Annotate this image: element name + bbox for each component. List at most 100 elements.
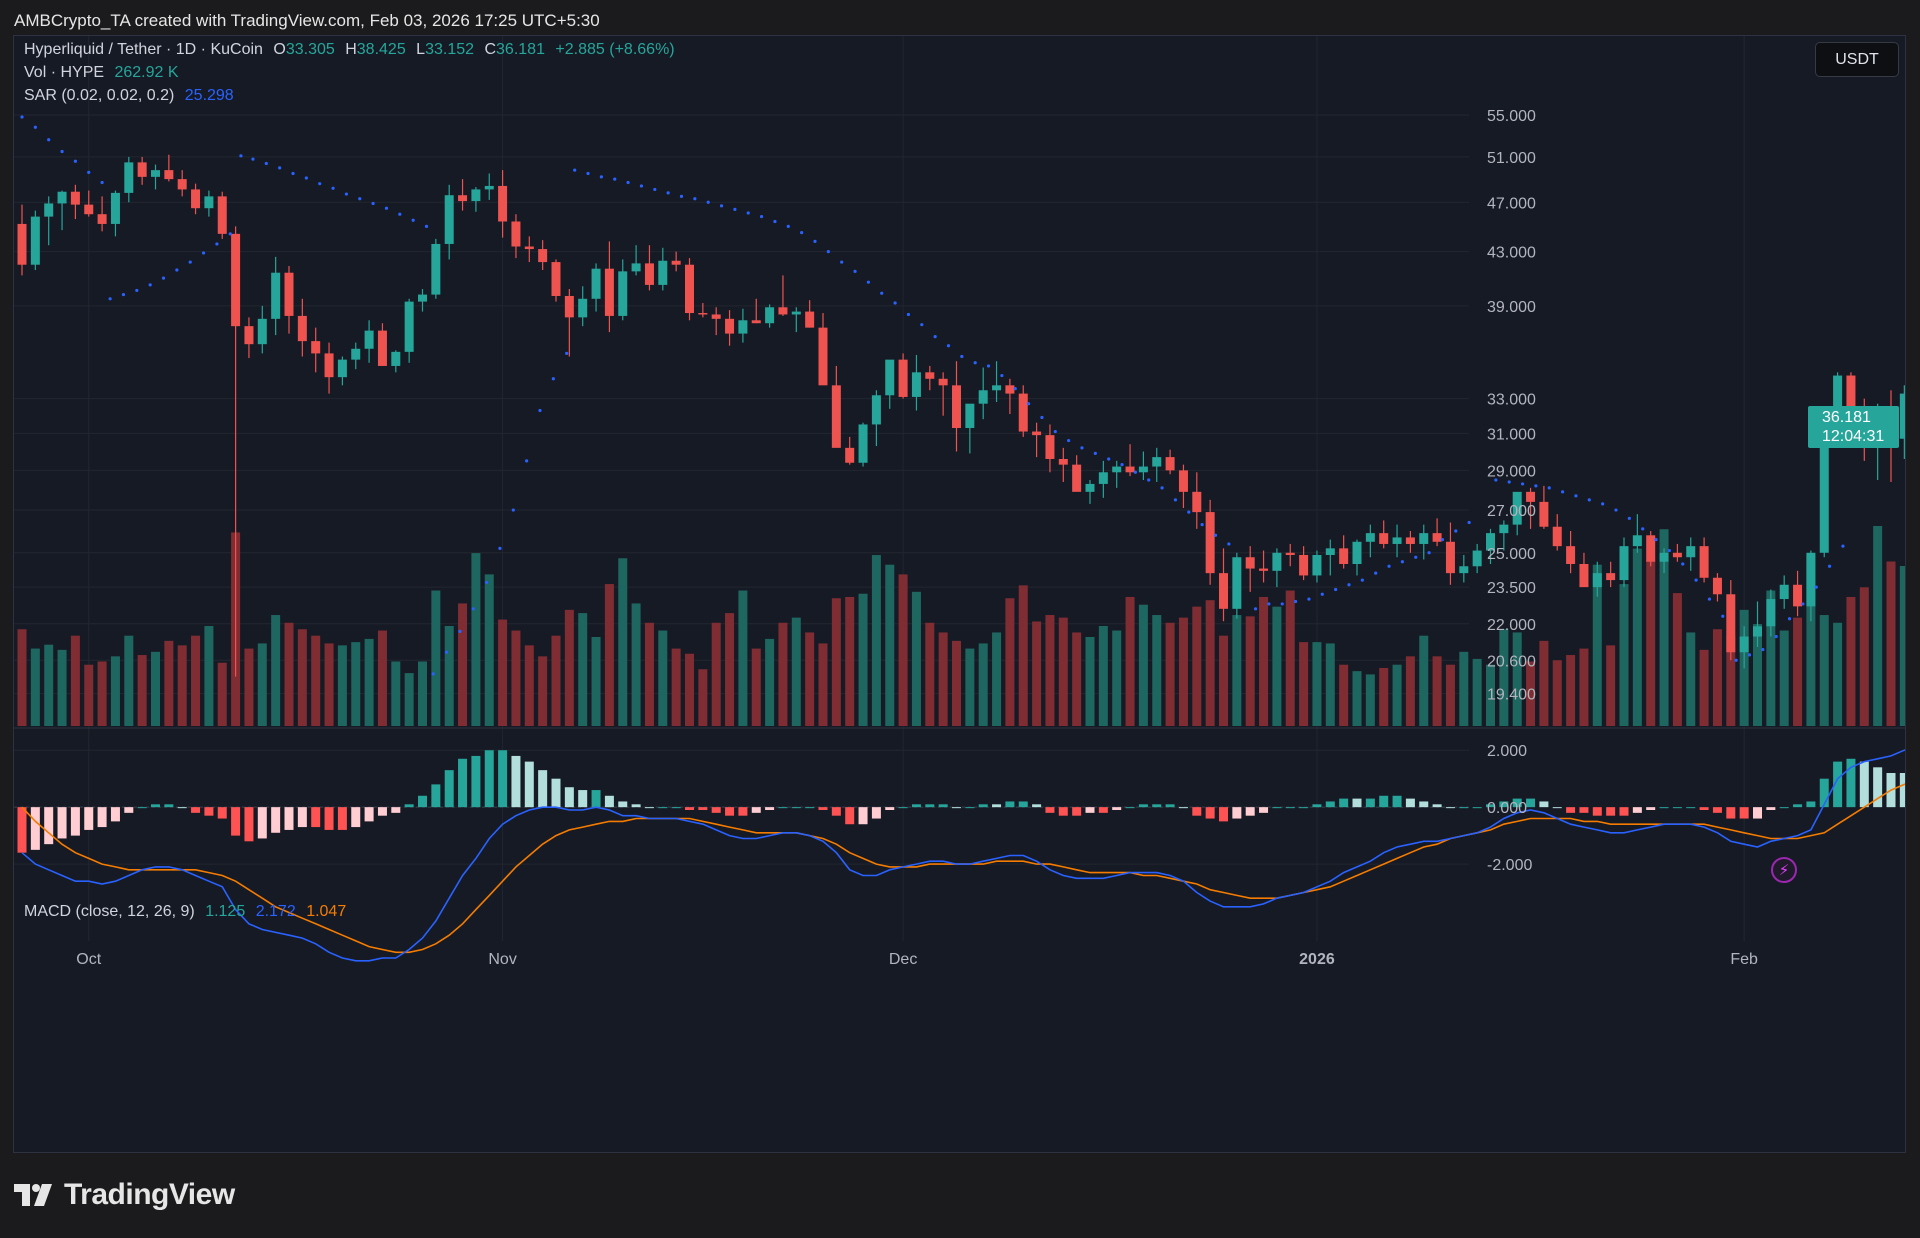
candle-body: [271, 272, 281, 319]
sar-dot: [1627, 516, 1631, 520]
volume-bars: [17, 526, 1905, 726]
sar-dot: [1614, 508, 1618, 512]
macd-hist-bar: [471, 755, 481, 808]
sar-dot: [946, 344, 951, 348]
candle-body: [151, 170, 160, 177]
macd-hist-bar: [711, 807, 721, 813]
sar-dot: [228, 232, 232, 236]
tradingview-logo: TradingView: [14, 1178, 235, 1212]
volume-bar: [498, 619, 508, 726]
macd-hist-bar: [538, 770, 548, 808]
macd-hist-bar: [1098, 807, 1108, 813]
time-tick-label: 2026: [1299, 951, 1335, 968]
price-tick-label: 19.400: [1487, 687, 1536, 704]
volume-bar: [471, 553, 481, 726]
volume-bar: [324, 643, 334, 726]
candlestick-chart[interactable]: 55.000 51.000 47.000 43.000 39.000 33.000 31.0…: [14, 36, 1905, 1152]
candle-body: [1766, 599, 1776, 627]
macd-hist-bar: [164, 804, 174, 808]
currency-button[interactable]: USDT: [1815, 42, 1899, 77]
sar-dot: [746, 211, 750, 215]
macd-hist-bar: [1259, 807, 1269, 813]
chart-panel[interactable]: 55.000 51.000 47.000 43.000 39.000 33.000 31.0…: [13, 35, 1906, 1153]
price-tick-label: 33.000: [1487, 392, 1536, 409]
symbol-label[interactable]: Hyperliquid / Tether · 1D · KuCoin: [24, 41, 263, 58]
price-tick-label: 39.000: [1487, 299, 1536, 316]
sar-dot: [1107, 457, 1111, 461]
lightning-icon[interactable]: ⚡: [1771, 857, 1797, 883]
sar-dot: [800, 231, 804, 235]
sar-dot: [1534, 484, 1538, 488]
macd-hist-bar: [685, 807, 694, 810]
candle-body: [698, 313, 708, 315]
volume-bar: [97, 661, 107, 726]
candle-body: [204, 196, 214, 209]
last-price-badge: 36.181 12:04:31: [1808, 406, 1899, 448]
macd-hist-bar: [1899, 773, 1905, 808]
sar-dot: [906, 312, 911, 317]
candle-body: [551, 262, 561, 296]
open-value: 33.305: [285, 41, 335, 58]
sar-dot: [1000, 373, 1004, 378]
volume-bar: [431, 590, 441, 726]
volume-bar: [751, 648, 761, 726]
candle-body: [1632, 535, 1642, 547]
sar-dot: [1040, 415, 1044, 420]
macd-label[interactable]: MACD (close, 12, 26, 9): [24, 903, 195, 920]
volume-bar: [845, 596, 855, 726]
volume-bar: [711, 622, 721, 726]
macd-hist-bar: [1219, 807, 1228, 822]
sar-dot: [188, 260, 192, 264]
macd-hist-bar: [1192, 807, 1202, 816]
volume-bar: [458, 603, 468, 726]
candle-body: [1339, 548, 1349, 564]
close-label: C: [484, 41, 497, 58]
candle-body: [524, 246, 534, 250]
macd-hist-bar: [404, 804, 414, 808]
sar-dot: [1280, 602, 1284, 606]
sar-dot: [1454, 529, 1458, 533]
volume-bar: [84, 664, 94, 726]
volume-label[interactable]: Vol · HYPE: [24, 64, 105, 81]
macd-hist-bar: [1125, 807, 1135, 809]
sar-dot: [1654, 538, 1658, 542]
macd-hist-bar: [191, 807, 201, 813]
candle-body: [1272, 552, 1282, 571]
volume-bar: [1432, 656, 1442, 726]
candle-body: [458, 195, 468, 202]
volume-bar: [1766, 590, 1776, 726]
sar-label[interactable]: SAR (0.02, 0.02, 0.2): [24, 87, 175, 104]
volume-bar: [44, 644, 54, 726]
candle-body: [885, 359, 895, 396]
candle-body: [137, 162, 147, 177]
candle-body: [1072, 464, 1082, 492]
macd-hist-bar: [1085, 807, 1095, 813]
sar-dot: [411, 218, 415, 222]
sar-dot: [1053, 429, 1057, 434]
macd-hist-bar: [1566, 807, 1576, 813]
sar-dot: [613, 177, 617, 181]
sar-dot: [1520, 482, 1525, 486]
candle-body: [124, 162, 134, 193]
volume-bar: [1566, 655, 1576, 726]
macd-hist-bar: [1205, 807, 1215, 819]
sar-dot: [1747, 653, 1752, 657]
candle-body: [1619, 546, 1629, 581]
candle-body: [1445, 541, 1455, 574]
candle-body: [778, 307, 788, 315]
high-label: H: [345, 41, 357, 58]
macd-hist-bar: [1365, 798, 1375, 808]
time-tick-label: Dec: [889, 951, 917, 968]
macd-hist-bar: [484, 750, 494, 808]
sar-dot: [1707, 597, 1712, 601]
candle-body: [418, 294, 427, 302]
price-tick-label: 55.000: [1487, 108, 1536, 125]
volume-bar: [1032, 621, 1042, 726]
macd-line-value: 2.172: [255, 903, 296, 920]
macd-hist-bar: [1152, 804, 1162, 808]
sar-dot: [135, 288, 139, 293]
candle-body: [1539, 501, 1549, 527]
volume-bar: [671, 648, 681, 726]
macd-hist-bar: [217, 807, 227, 819]
macd-hist-bar: [1846, 758, 1856, 808]
